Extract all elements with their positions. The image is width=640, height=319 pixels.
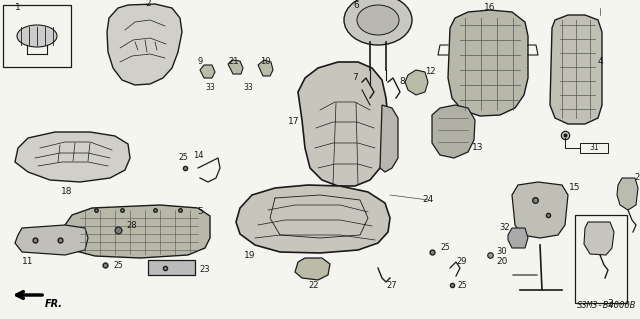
Bar (575, 215, 627, 303)
Polygon shape (584, 222, 614, 255)
Polygon shape (62, 205, 210, 258)
Text: 25: 25 (457, 280, 467, 290)
Polygon shape (448, 10, 528, 116)
Text: 20: 20 (496, 257, 508, 266)
Polygon shape (405, 70, 428, 95)
Polygon shape (617, 178, 638, 210)
Polygon shape (258, 60, 273, 76)
Text: 9: 9 (197, 57, 203, 66)
Text: 21: 21 (228, 57, 239, 66)
Bar (3, 5, 71, 67)
Text: 16: 16 (484, 4, 496, 12)
Text: 22: 22 (308, 280, 319, 290)
Text: 23: 23 (200, 265, 211, 275)
Text: 33: 33 (243, 84, 253, 93)
Text: 2: 2 (145, 0, 151, 8)
Text: 13: 13 (472, 144, 484, 152)
Polygon shape (15, 132, 130, 182)
Text: 25: 25 (178, 153, 188, 162)
Ellipse shape (344, 0, 412, 45)
Text: 5: 5 (197, 207, 203, 217)
Text: 32: 32 (500, 224, 510, 233)
Polygon shape (295, 258, 330, 280)
Polygon shape (550, 15, 602, 124)
Text: S3M3-B4000B: S3M3-B4000B (577, 301, 636, 310)
Text: 11: 11 (22, 257, 34, 266)
Bar (580, 143, 608, 153)
Text: 4: 4 (597, 57, 603, 66)
Text: 30: 30 (497, 248, 508, 256)
Text: 24: 24 (422, 196, 434, 204)
Polygon shape (298, 62, 388, 186)
Text: 19: 19 (244, 250, 256, 259)
Ellipse shape (17, 25, 57, 47)
Text: 3: 3 (607, 299, 613, 308)
Text: 25: 25 (113, 261, 123, 270)
Polygon shape (508, 228, 528, 248)
Polygon shape (107, 4, 182, 85)
Text: 14: 14 (193, 151, 204, 160)
Text: 25: 25 (440, 243, 450, 253)
Text: 26: 26 (635, 174, 640, 182)
Text: 29: 29 (457, 257, 467, 266)
Text: 10: 10 (260, 57, 270, 66)
Text: 12: 12 (425, 68, 435, 77)
Polygon shape (15, 225, 88, 255)
Text: 7: 7 (352, 73, 358, 83)
Polygon shape (148, 260, 195, 275)
Text: FR.: FR. (45, 299, 63, 309)
Text: 33: 33 (205, 84, 215, 93)
Text: 1: 1 (15, 4, 21, 12)
Text: 31: 31 (589, 144, 599, 152)
Text: 8: 8 (399, 78, 405, 86)
Polygon shape (228, 60, 243, 74)
Polygon shape (380, 105, 398, 172)
Text: 17: 17 (288, 117, 300, 127)
Polygon shape (512, 182, 568, 238)
Polygon shape (236, 185, 390, 253)
Text: 28: 28 (127, 221, 138, 231)
Polygon shape (200, 65, 215, 78)
Polygon shape (432, 105, 475, 158)
Text: 18: 18 (61, 188, 73, 197)
Text: 27: 27 (387, 280, 397, 290)
Text: 15: 15 (569, 183, 580, 192)
Text: 6: 6 (353, 2, 359, 11)
Ellipse shape (357, 5, 399, 35)
